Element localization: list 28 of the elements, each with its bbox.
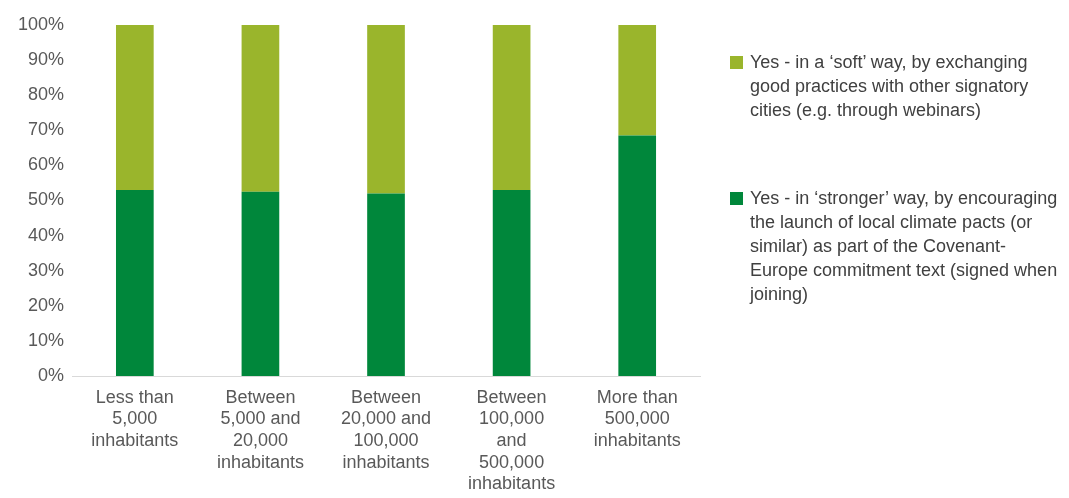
y-tick-label: 80% bbox=[28, 84, 65, 105]
x-tick-label: Between 100,000 and 500,000 inhabitants bbox=[468, 386, 556, 494]
y-tick-label: 40% bbox=[28, 224, 65, 245]
x-tick-label: Between 20,000 and 100,000 inhabitants bbox=[340, 386, 432, 472]
bar bbox=[618, 135, 657, 376]
y-tick-label: 20% bbox=[28, 294, 65, 315]
bar bbox=[367, 25, 405, 194]
bar bbox=[116, 25, 154, 190]
bar bbox=[618, 25, 657, 136]
y-tick-label: 50% bbox=[28, 189, 65, 210]
y-tick-label: 100% bbox=[17, 13, 65, 34]
y-tick-label: 30% bbox=[28, 259, 65, 280]
bar bbox=[492, 189, 531, 376]
y-tick-label: 0% bbox=[38, 364, 65, 385]
x-tick-label: More than 500,000 inhabitants bbox=[593, 386, 681, 450]
bar bbox=[492, 25, 531, 190]
bar bbox=[116, 189, 154, 376]
y-tick-label: 90% bbox=[28, 49, 65, 70]
legend-label: Yes - in a ‘soft’ way, by exchanging good practices with other signatory cities (e.g. through webinars) bbox=[750, 52, 1029, 120]
y-tick-label: 60% bbox=[28, 154, 65, 175]
bar bbox=[367, 193, 405, 376]
y-tick-label: 10% bbox=[28, 329, 65, 350]
y-tick-label: 70% bbox=[28, 119, 65, 140]
legend-label: Yes - in ‘stronger’ way, by encouraging the launch of local climate pacts (or similar) as part of the Covenant-Europe commitment text (signed when joining) bbox=[750, 188, 1058, 304]
x-tick-label: Between 5,000 and 20,000 inhabitants bbox=[216, 386, 304, 472]
bar bbox=[241, 191, 280, 376]
x-tick-label: Less than 5,000 inhabitants bbox=[91, 386, 179, 450]
bar bbox=[241, 25, 280, 192]
